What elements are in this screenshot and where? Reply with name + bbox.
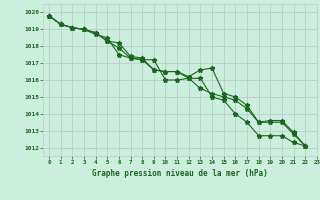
X-axis label: Graphe pression niveau de la mer (hPa): Graphe pression niveau de la mer (hPa) xyxy=(92,169,268,178)
